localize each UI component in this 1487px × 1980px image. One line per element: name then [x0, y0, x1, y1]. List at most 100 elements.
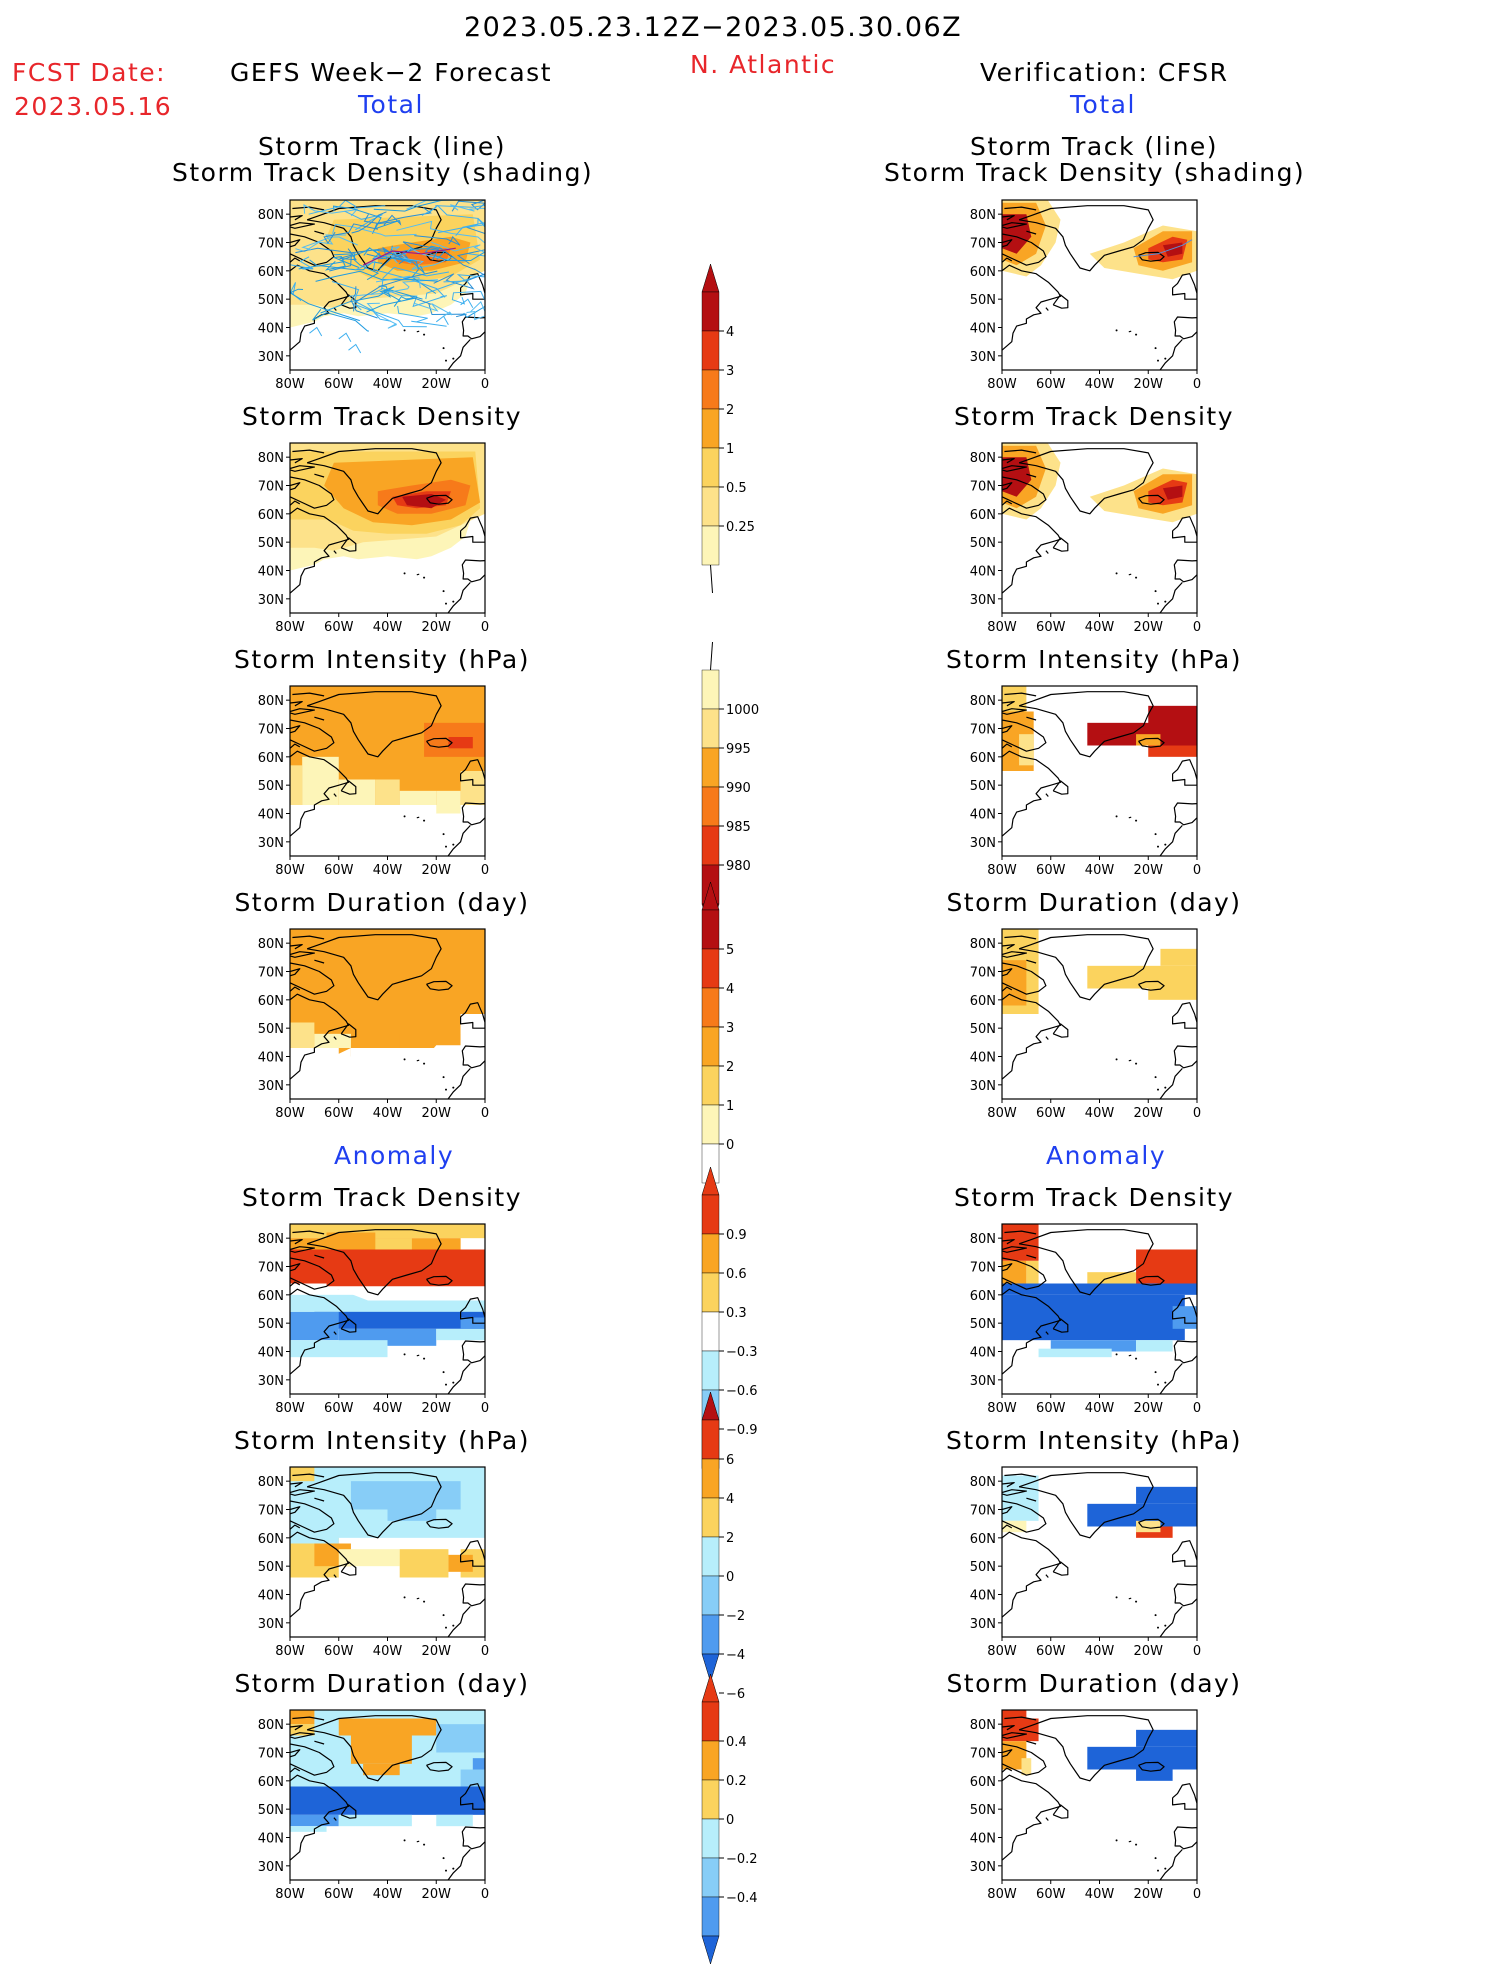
- lon-tick-label: 60W: [1036, 863, 1066, 878]
- lat-tick-label: 40N: [970, 565, 996, 580]
- colorbar-density: 4 3 2 1 0.5 0.25: [700, 262, 790, 609]
- colorbar-tick-label: 2: [726, 1060, 734, 1075]
- lat-tick-label: 60N: [258, 751, 284, 766]
- lat-tick-label: 70N: [970, 966, 996, 981]
- forecast-total-label: Total: [358, 90, 424, 119]
- lat-tick-label: 70N: [970, 1261, 996, 1276]
- map-track-fcst: 80N 70N 60N 50N 40N 30N 80W 60W 40W 20W 0: [250, 194, 500, 404]
- lat-tick-label: 40N: [258, 1589, 284, 1604]
- map-svg: 80N 70N 60N 50N 40N 30N 80W 60W 40W 20W 0: [970, 1223, 1201, 1416]
- map-duration-verif: 80N 70N 60N 50N 40N 30N 80W 60W 40W 20W 0: [962, 923, 1212, 1133]
- lon-tick-label: 80W: [987, 377, 1017, 392]
- lat-tick-label: 50N: [258, 1317, 284, 1332]
- map-duration-fcst: 80N 70N 60N 50N 40N 30N 80W 60W 40W 20W 0: [250, 923, 500, 1133]
- lat-tick-label: 50N: [970, 536, 996, 551]
- colorbar-tick-label: 0.5: [726, 481, 747, 496]
- lat-tick-label: 50N: [258, 293, 284, 308]
- lat-tick-label: 30N: [970, 1860, 996, 1875]
- lat-tick-label: 70N: [970, 723, 996, 738]
- colorbar-tick-label: 990: [726, 781, 751, 796]
- lat-tick-label: 40N: [258, 1832, 284, 1847]
- colorbar-tick-label: −6: [726, 1687, 745, 1702]
- lon-tick-label: 20W: [1134, 1644, 1164, 1659]
- map-svg: 80N 70N 60N 50N 40N 30N 80W 60W 40W 20W 0: [258, 1223, 489, 1416]
- title-duration-verif: Storm Duration (day): [946, 888, 1242, 917]
- lat-tick-label: 40N: [258, 322, 284, 337]
- lon-tick-label: 60W: [1036, 1887, 1066, 1902]
- lat-tick-label: 70N: [970, 1504, 996, 1519]
- lon-tick-label: 40W: [373, 1106, 403, 1121]
- lat-tick-label: 40N: [970, 1346, 996, 1361]
- title-density-verif: Storm Track Density: [953, 402, 1234, 431]
- lon-tick-label: 20W: [1134, 863, 1164, 878]
- verification-title: Verification: CFSR: [980, 58, 1229, 87]
- lat-tick-label: 30N: [258, 593, 284, 608]
- lon-tick-label: 20W: [422, 1887, 452, 1902]
- map-svg: 80N 70N 60N 50N 40N 30N 80W 60W 40W 20W 0: [970, 199, 1201, 392]
- lat-tick-label: 50N: [258, 779, 284, 794]
- map-svg: 80N 70N 60N 50N 40N 30N 80W 60W 40W 20W 0: [970, 1709, 1201, 1902]
- map-intensity-anom-verif: 80N 70N 60N 50N 40N 30N 80W 60W 40W 20W 0: [962, 1461, 1212, 1671]
- lat-tick-label: 40N: [970, 808, 996, 823]
- lon-tick-label: 80W: [987, 1106, 1017, 1121]
- lat-tick-label: 60N: [970, 508, 996, 523]
- lat-tick-label: 50N: [258, 536, 284, 551]
- colorbar-intensity: 1000 995 990 985 980: [700, 640, 790, 948]
- lon-tick-label: 20W: [1134, 620, 1164, 635]
- lat-tick-label: 30N: [258, 1374, 284, 1389]
- colorbar-tick-label: 2: [726, 403, 734, 418]
- lon-tick-label: 60W: [1036, 377, 1066, 392]
- map-svg: 80N 70N 60N 50N 40N 30N 80W 60W 40W 20W 0: [258, 1709, 489, 1902]
- map-intensity-anom-fcst: 80N 70N 60N 50N 40N 30N 80W 60W 40W 20W 0: [250, 1461, 500, 1671]
- lon-tick-label: 0: [481, 1644, 489, 1659]
- lon-tick-label: 20W: [1134, 1887, 1164, 1902]
- colorbar-tick-label: 0.9: [726, 1228, 747, 1243]
- lon-tick-label: 80W: [987, 620, 1017, 635]
- title-track-shading-verif: Storm Track Density (shading): [884, 158, 1306, 187]
- lat-tick-label: 80N: [970, 1232, 996, 1247]
- colorbar-duration-anom: 0.4 0.2 0 −0.2 −0.4: [700, 1672, 790, 1980]
- map-duration-anom-verif: 80N 70N 60N 50N 40N 30N 80W 60W 40W 20W 0: [962, 1704, 1212, 1914]
- lat-tick-label: 60N: [970, 1289, 996, 1304]
- lon-tick-label: 40W: [1085, 1106, 1115, 1121]
- colorbar-tick-label: 1000: [726, 703, 759, 718]
- lat-tick-label: 60N: [258, 994, 284, 1009]
- lat-tick-label: 80N: [258, 1475, 284, 1490]
- colorbar-tick-label: −0.4: [726, 1891, 758, 1906]
- lat-tick-label: 70N: [970, 237, 996, 252]
- lon-tick-label: 80W: [987, 1887, 1017, 1902]
- map-density-anom-verif: 80N 70N 60N 50N 40N 30N 80W 60W 40W 20W 0: [962, 1218, 1212, 1428]
- lat-tick-label: 40N: [258, 1346, 284, 1361]
- lon-tick-label: 40W: [1085, 1644, 1115, 1659]
- lat-tick-label: 30N: [258, 350, 284, 365]
- lon-tick-label: 40W: [373, 863, 403, 878]
- lat-tick-label: 30N: [970, 1374, 996, 1389]
- lon-tick-label: 20W: [422, 620, 452, 635]
- lon-tick-label: 0: [481, 1887, 489, 1902]
- lon-tick-label: 0: [481, 620, 489, 635]
- title-intensity-fcst: Storm Intensity (hPa): [234, 645, 530, 674]
- title-duration-fcst: Storm Duration (day): [234, 888, 530, 917]
- lon-tick-label: 60W: [324, 1644, 354, 1659]
- lon-tick-label: 40W: [373, 377, 403, 392]
- lon-tick-label: 40W: [1085, 863, 1115, 878]
- lat-tick-label: 60N: [258, 1289, 284, 1304]
- lat-tick-label: 30N: [258, 1617, 284, 1632]
- lon-tick-label: 60W: [324, 620, 354, 635]
- lat-tick-label: 30N: [970, 593, 996, 608]
- title-intensity-anom-verif: Storm Intensity (hPa): [946, 1426, 1242, 1455]
- lon-tick-label: 0: [1193, 377, 1201, 392]
- colorbar-tick-label: −0.2: [726, 1852, 758, 1867]
- colorbar-tick-label: 6: [726, 1453, 734, 1468]
- map-svg: 80N 70N 60N 50N 40N 30N 80W 60W 40W 20W 0: [258, 442, 489, 635]
- map-density-fcst: 80N 70N 60N 50N 40N 30N 80W 60W 40W 20W 0: [250, 437, 500, 647]
- colorbar-tick-label: 3: [726, 1021, 734, 1036]
- fcst-date-label: FCST Date:: [12, 58, 167, 87]
- lon-tick-label: 20W: [1134, 1106, 1164, 1121]
- lat-tick-label: 60N: [970, 751, 996, 766]
- lat-tick-label: 30N: [970, 1617, 996, 1632]
- title-duration-anom-fcst: Storm Duration (day): [234, 1669, 530, 1698]
- map-track-verif: 80N 70N 60N 50N 40N 30N 80W 60W 40W 20W 0: [962, 194, 1212, 404]
- lon-tick-label: 40W: [373, 1644, 403, 1659]
- verification-total-label: Total: [1070, 90, 1136, 119]
